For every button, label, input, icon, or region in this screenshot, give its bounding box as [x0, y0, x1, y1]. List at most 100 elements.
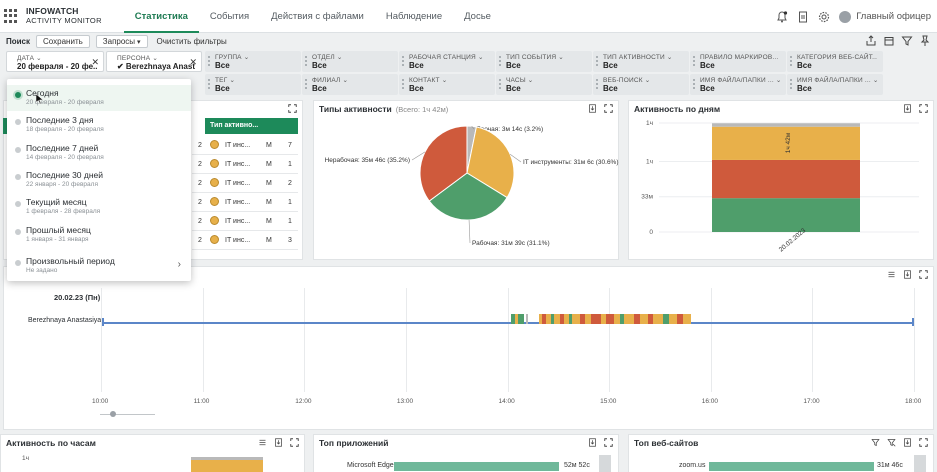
apps-grid-icon[interactable] [4, 9, 18, 23]
tab-dossier[interactable]: Досье [464, 10, 491, 22]
filter-department[interactable]: ОТДЕЛ Все [302, 51, 398, 72]
top-apps-scrollbar[interactable] [599, 455, 611, 472]
download-report-icon[interactable] [588, 438, 597, 447]
timeline-zoom-handle[interactable] [110, 411, 116, 417]
date-option-6[interactable]: Произвольный период Не задано › [7, 253, 191, 279]
timeline-activity-segment[interactable] [518, 314, 524, 324]
pie-slice-2[interactable] [428, 172, 508, 221]
pie-slice-3[interactable] [419, 125, 468, 202]
user-menu[interactable]: Главный офицер [839, 10, 931, 23]
bar-segment-2[interactable] [712, 126, 860, 160]
export-icon[interactable] [865, 35, 877, 47]
table-row[interactable]: 2 IT инс... M 1 [192, 193, 298, 212]
filter-group[interactable]: ГРУППА Все [205, 51, 301, 72]
date-option-radio[interactable] [15, 119, 21, 126]
filter-date[interactable]: ДАТА 20 февраля - 20 фе... ✕ [6, 51, 104, 72]
filter-workstation[interactable]: РАБОЧАЯ СТАНЦИЯ Все [399, 51, 495, 72]
filter-event-type[interactable]: ТИП СОБЫТИЯ Все [496, 51, 592, 72]
queries-dropdown-button[interactable]: Запросы [95, 35, 148, 48]
timeline-activity-segment[interactable] [653, 314, 663, 324]
timeline-activity-segment[interactable] [677, 314, 683, 324]
notifications-bell-icon[interactable] [776, 10, 788, 23]
timeline-activity-segment[interactable] [624, 314, 634, 324]
date-option-radio[interactable] [15, 173, 21, 180]
timeline-activity-segment[interactable] [669, 314, 677, 324]
date-option-0[interactable]: Сегодня 20 февраля - 20 февраля [7, 85, 191, 111]
timeline-activity-segment[interactable] [591, 314, 601, 324]
timeline-zoom-slider[interactable] [100, 414, 155, 415]
download-report-icon[interactable] [588, 104, 597, 113]
timeline-activity-segment[interactable] [580, 314, 585, 324]
date-option-4[interactable]: Текущий месяц 1 февраля - 28 февраля [7, 194, 191, 220]
date-option-radio[interactable] [15, 201, 21, 208]
clear-filters-link[interactable]: Очистить фильтры [156, 37, 227, 46]
timeline-activity-segment[interactable] [515, 314, 518, 324]
timeline-activity-segment[interactable] [526, 314, 528, 324]
expand-icon[interactable] [290, 438, 299, 447]
expand-icon[interactable] [919, 270, 928, 279]
pin-icon[interactable] [919, 35, 931, 47]
date-option-radio[interactable] [15, 260, 21, 266]
timeline-activity-segment[interactable] [542, 314, 546, 324]
table-header-activity-type[interactable]: Тип активно... [205, 118, 298, 134]
save-button[interactable]: Сохранить [36, 35, 90, 48]
timeline-activity-segment[interactable] [564, 314, 569, 324]
top-websites-scrollbar[interactable] [914, 455, 926, 472]
date-option-radio[interactable] [15, 92, 21, 98]
timeline-activity-segment[interactable] [560, 314, 564, 324]
report-document-icon[interactable] [797, 11, 809, 23]
timeline-activity-segment[interactable] [663, 314, 669, 324]
date-option-3[interactable]: Последние 30 дней 22 января - 20 февраля [7, 167, 191, 193]
filter-website-category[interactable]: КАТЕГОРИЯ ВЕБ-САЙТ... Все [787, 51, 883, 72]
filter-person[interactable]: ПЕРСОНА ✔ Berezhnaya Anast... ✕ [106, 51, 202, 72]
filter-funnel-icon[interactable] [901, 35, 913, 47]
filter-activity-type[interactable]: ТИП АКТИВНОСТИ Все [593, 51, 689, 72]
filter-hours[interactable]: ЧАСЫ Все [496, 74, 592, 95]
timeline-activity-segment[interactable] [601, 314, 606, 324]
bar-segment-1[interactable] [712, 159, 860, 199]
table-row[interactable]: 2 IT инс... M 1 [192, 212, 298, 231]
download-report-icon[interactable] [903, 104, 912, 113]
date-option-radio[interactable] [15, 146, 21, 153]
date-option-1[interactable]: Последние 3 дня 18 февраля - 20 февраля [7, 112, 191, 138]
filter-tag[interactable]: ТЕГ Все [205, 74, 301, 95]
filter-date-clear-icon[interactable]: ✕ [91, 57, 99, 67]
chevron-right-icon[interactable]: › [177, 259, 181, 270]
filter-file-name-2[interactable]: ИМЯ ФАЙЛА/ПАПКИ ... Все [787, 74, 883, 95]
columns-settings-icon[interactable] [258, 438, 267, 447]
expand-icon[interactable] [919, 104, 928, 113]
timeline-activity-segment[interactable] [640, 314, 648, 324]
filter-branch[interactable]: ФИЛИАЛ Все [302, 74, 398, 95]
expand-icon[interactable] [604, 438, 613, 447]
date-option-5[interactable]: Прошлый месяц 1 января - 31 января [7, 222, 191, 248]
timeline-activity-segment[interactable] [585, 314, 591, 324]
timeline-activity-segment[interactable] [620, 314, 624, 324]
timeline-activity-segment[interactable] [554, 314, 560, 324]
timeline-activity-segment[interactable] [634, 314, 640, 324]
download-report-icon[interactable] [903, 438, 912, 447]
columns-settings-icon[interactable] [887, 270, 896, 279]
tab-statistics[interactable]: Статистика [123, 0, 199, 33]
date-option-2[interactable]: Последние 7 дней 14 февраля - 20 февраля [7, 140, 191, 166]
expand-icon[interactable] [919, 438, 928, 447]
tab-file-actions[interactable]: Действия с файлами [271, 10, 364, 22]
table-row[interactable]: 2 IT инс... M 3 [192, 231, 298, 250]
calendar-icon[interactable] [883, 35, 895, 47]
download-report-icon[interactable] [903, 270, 912, 279]
filter-file-name-1[interactable]: ИМЯ ФАЙЛА/ПАПКИ ... Все [690, 74, 786, 95]
tab-events[interactable]: События [209, 10, 250, 22]
settings-gear-icon[interactable] [818, 11, 830, 23]
filter-person-clear-icon[interactable]: ✕ [189, 57, 197, 67]
filter-funnel-icon[interactable] [871, 438, 880, 447]
bar-segment-0[interactable] [712, 198, 860, 232]
timeline-activity-segment[interactable] [569, 314, 572, 324]
timeline-activity-segment[interactable] [606, 314, 614, 324]
tab-monitoring[interactable]: Наблюдение [385, 10, 443, 22]
table-row[interactable]: 2 IT инс... M 2 [192, 174, 298, 193]
timeline-activity-segment[interactable] [546, 314, 551, 324]
expand-icon[interactable] [288, 104, 297, 113]
expand-icon[interactable] [604, 104, 613, 113]
filter-web-search[interactable]: ВЕБ-ПОИСК Все [593, 74, 689, 95]
filter-clear-icon[interactable] [887, 438, 896, 447]
filter-contact[interactable]: КОНТАКТ Все [399, 74, 495, 95]
